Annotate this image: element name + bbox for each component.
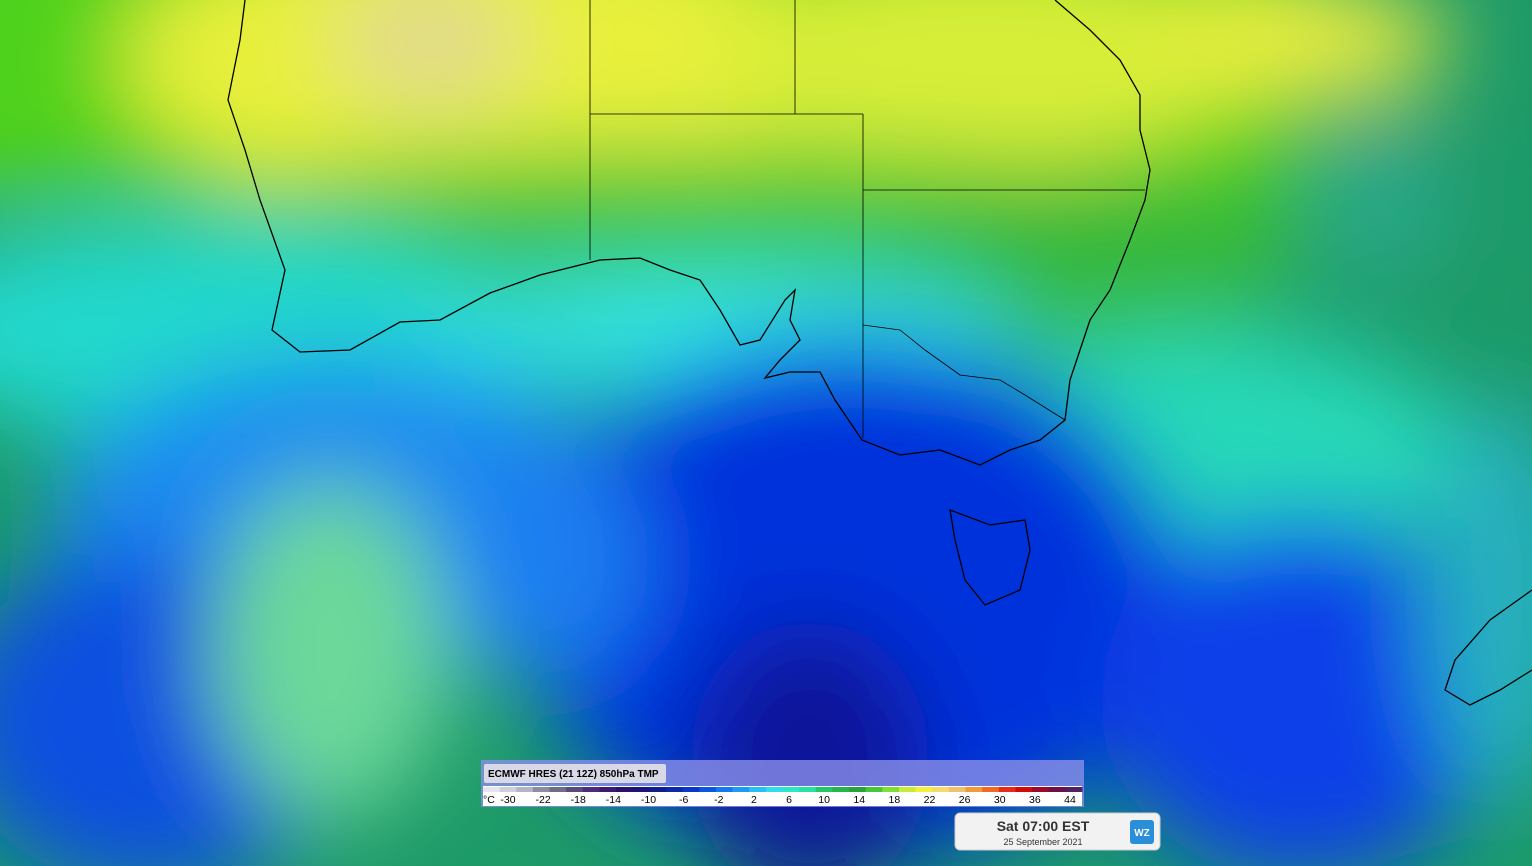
legend-swatch: [499, 787, 517, 792]
legend-label: 30: [994, 794, 1006, 806]
legend-swatch: [549, 787, 567, 792]
legend-label: -18: [571, 794, 586, 806]
time-box-bg: [954, 812, 1161, 851]
legend-swatch: [715, 787, 734, 792]
legend-swatch: [865, 787, 883, 792]
legend-swatch: [516, 787, 534, 792]
legend-swatch: [1032, 787, 1050, 792]
legend-label: 22: [924, 794, 936, 806]
legend-label: 2: [751, 794, 757, 806]
legend-swatch: [699, 787, 717, 792]
time-box: Sat 07:00 EST 25 September 2021 WZ: [954, 812, 1161, 851]
legend-title-box: [484, 764, 666, 783]
legend: ECMWF HRES (21 12Z) 850hPa TMP °C -30 -22…: [481, 760, 1084, 807]
legend-swatch: [915, 787, 933, 792]
legend-swatch: [1015, 787, 1033, 792]
legend-swatch: [898, 787, 917, 792]
legend-swatch: [566, 787, 584, 792]
legend-swatch: [932, 787, 950, 792]
legend-label: -14: [606, 794, 621, 806]
legend-swatch: [599, 787, 617, 792]
time-label: Sat 07:00 EST: [997, 818, 1090, 834]
legend-swatch: [1065, 787, 1083, 792]
legend-swatch: [815, 787, 833, 792]
legend-label: -30: [500, 794, 515, 806]
legend-label: 6: [786, 794, 792, 806]
legend-label: -6: [679, 794, 688, 806]
legend-label: -10: [641, 794, 656, 806]
legend-swatch: [616, 787, 634, 792]
state-borders: [589, 0, 1145, 438]
legend-swatch: [982, 787, 1000, 792]
legend-swatch: [1048, 787, 1066, 792]
legend-label: -2: [714, 794, 723, 806]
legend-swatch: [666, 787, 684, 792]
legend-swatch: [649, 787, 667, 792]
legend-title: ECMWF HRES (21 12Z) 850hPa TMP: [488, 769, 659, 780]
legend-swatch: [799, 787, 817, 792]
legend-label: 10: [818, 794, 830, 806]
legend-swatch: [832, 787, 850, 792]
legend-swatch: [749, 787, 767, 792]
legend-swatch: [732, 787, 750, 792]
logo-bg: [1130, 820, 1154, 844]
legend-label: 26: [959, 794, 971, 806]
legend-swatch: [483, 787, 501, 792]
legend-swatch: [849, 787, 867, 792]
logo: WZ: [1134, 828, 1150, 839]
legend-swatch: [882, 787, 900, 792]
legend-swatch: [632, 787, 650, 792]
legend-label: 44: [1064, 794, 1076, 806]
legend-swatch: [532, 787, 551, 792]
legend-label: 18: [889, 794, 901, 806]
coastline: [227, 0, 1532, 706]
legend-label: 36: [1029, 794, 1041, 806]
legend-swatch: [582, 787, 600, 792]
legend-swatch: [948, 787, 967, 792]
legend-swatch: [998, 787, 1016, 792]
legend-label: -22: [536, 794, 551, 806]
legend-unit: °C: [483, 794, 495, 806]
time-date: 25 September 2021: [1003, 837, 1082, 847]
legend-swatch: [682, 787, 700, 792]
legend-swatch: [782, 787, 800, 792]
legend-swatch: [965, 787, 983, 792]
legend-label: 14: [853, 794, 865, 806]
legend-swatch: [765, 787, 783, 792]
